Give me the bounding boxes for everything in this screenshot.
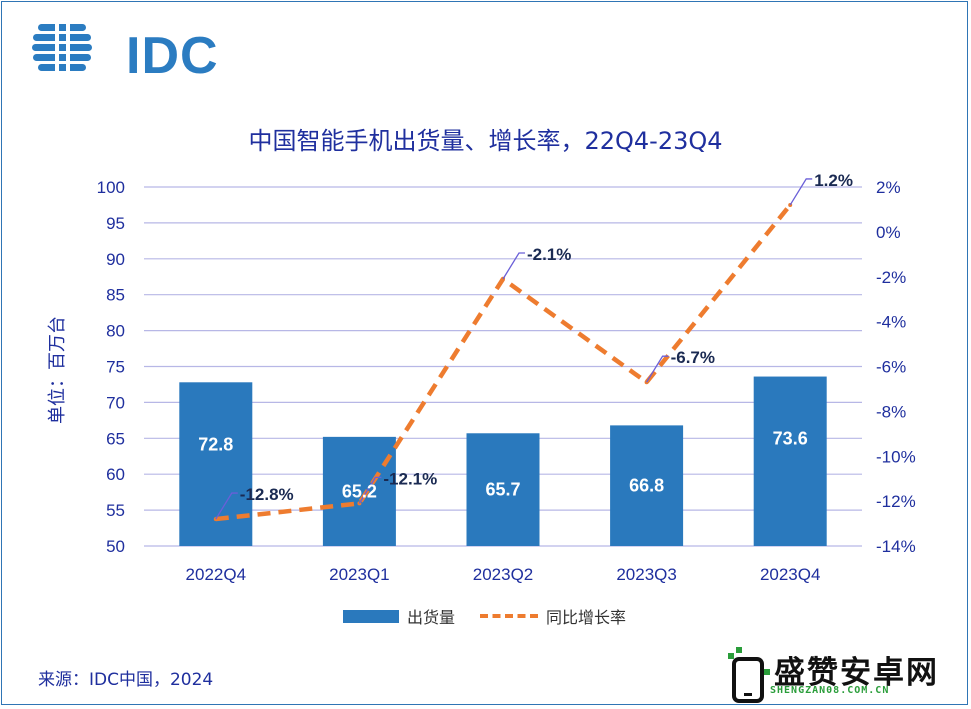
legend-bar-swatch bbox=[343, 609, 399, 623]
growth-label-leader bbox=[358, 476, 382, 504]
chart-title: 中国智能手机出货量、增长率，22Q4-23Q4 bbox=[248, 127, 723, 155]
legend-item-growth: 同比增长率 bbox=[480, 604, 626, 628]
growth-label: -6.7% bbox=[671, 348, 715, 367]
y-tick-label: 60 bbox=[106, 465, 125, 484]
bar-value-label: 65.7 bbox=[485, 480, 520, 500]
y-tick-label: 65 bbox=[106, 429, 125, 448]
y-tick-label: 100 bbox=[97, 178, 125, 197]
watermark-domain: SHENGZAN08.COM.CN bbox=[770, 685, 890, 696]
y2-tick-label: -6% bbox=[876, 358, 906, 377]
growth-label: 1.2% bbox=[814, 171, 853, 190]
legend-label-shipments: 出货量 bbox=[407, 608, 456, 627]
y2-tick-label: 0% bbox=[876, 223, 901, 242]
growth-label-leader bbox=[215, 492, 238, 520]
legend-line-swatch bbox=[480, 614, 538, 618]
growth-label: -2.1% bbox=[527, 245, 571, 264]
x-tick-label: 2023Q2 bbox=[473, 565, 534, 584]
bar bbox=[466, 433, 540, 546]
source-note: 来源：IDC中国，2024 bbox=[38, 670, 214, 690]
growth-label-leader bbox=[646, 355, 669, 383]
y2-tick-label: -8% bbox=[876, 402, 906, 421]
y-tick-label: 85 bbox=[106, 286, 125, 305]
idc-logo: IDC bbox=[32, 18, 218, 82]
y2-tick-label: -4% bbox=[876, 313, 906, 332]
growth-label-leader bbox=[789, 178, 813, 206]
y-tick-label: 95 bbox=[106, 214, 125, 233]
y-tick-label: 50 bbox=[106, 537, 125, 556]
bar bbox=[179, 382, 253, 546]
idc-globe-icon bbox=[32, 18, 92, 76]
idc-logo-text: IDC bbox=[126, 27, 219, 85]
growth-label: -12.8% bbox=[240, 485, 294, 504]
bar bbox=[753, 376, 827, 546]
y-tick-label: 55 bbox=[106, 501, 125, 520]
bar-value-label: 66.8 bbox=[629, 476, 664, 496]
phone-logo-icon bbox=[728, 647, 770, 703]
growth-label: -12.1% bbox=[383, 469, 437, 488]
bar bbox=[610, 425, 684, 546]
x-tick-label: 2023Q1 bbox=[329, 565, 390, 584]
y2-tick-label: -14% bbox=[876, 537, 916, 556]
y-tick-label: 80 bbox=[106, 322, 125, 341]
y-tick-label: 75 bbox=[106, 358, 125, 377]
x-tick-label: 2023Q4 bbox=[760, 565, 821, 584]
y2-tick-label: 2% bbox=[876, 178, 901, 197]
y2-tick-label: -12% bbox=[876, 492, 916, 511]
bar-value-label: 65.2 bbox=[342, 481, 377, 501]
bar bbox=[322, 436, 396, 546]
legend-label-growth: 同比增长率 bbox=[546, 608, 627, 627]
y2-tick-label: -2% bbox=[876, 268, 906, 287]
y2-tick-label: -10% bbox=[876, 447, 916, 466]
y-tick-label: 90 bbox=[106, 250, 125, 269]
legend-item-shipments: 出货量 bbox=[343, 604, 455, 628]
x-tick-label: 2023Q3 bbox=[616, 565, 677, 584]
watermark: 盛赞安卓网 SHENGZAN08.COM.CN bbox=[724, 645, 964, 705]
bar-value-label: 73.6 bbox=[773, 429, 808, 449]
bar-value-label: 72.8 bbox=[198, 434, 233, 454]
growth-label-leader bbox=[502, 252, 525, 280]
x-tick-label: 2022Q4 bbox=[186, 565, 247, 584]
watermark-title: 盛赞安卓网 bbox=[774, 655, 939, 691]
y-tick-label: 70 bbox=[106, 393, 125, 412]
y-axis-title: 单位：百万台 bbox=[47, 316, 68, 424]
